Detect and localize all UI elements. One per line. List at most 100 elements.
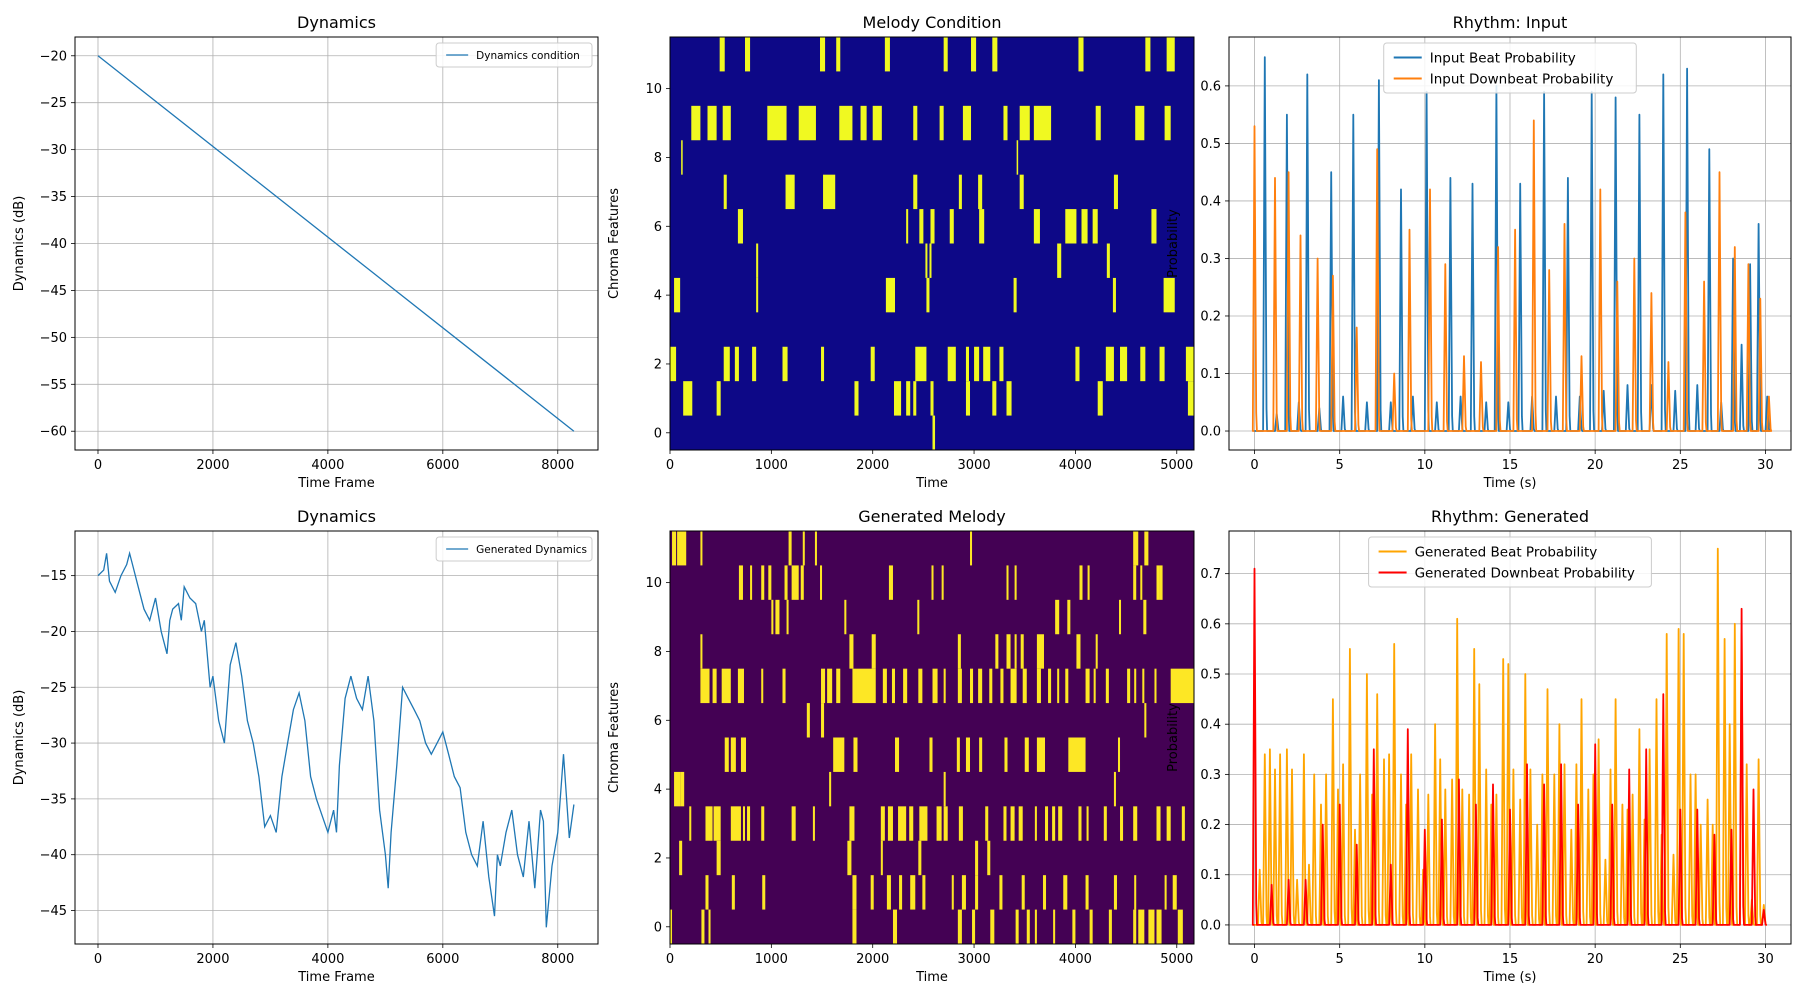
heatmap-cell [971, 37, 977, 72]
heatmap-cell [784, 565, 788, 600]
heatmap-cell [1018, 806, 1023, 841]
axes-0: 0 2000 4000 6000 8000 −20 −25 −30 −35 −40 −45 −50 −5… [12, 13, 599, 491]
x-tick-label: 25 [1672, 458, 1689, 473]
x-tick-label: 8000 [541, 458, 574, 473]
heatmap-cell [856, 668, 876, 704]
heatmap-cell [701, 909, 705, 944]
heatmap-cell [918, 668, 923, 704]
heatmap-cell [872, 105, 882, 141]
heatmap-cell [1089, 909, 1093, 944]
heatmap-cell [852, 875, 857, 910]
x-tick-label: 2000 [856, 458, 889, 473]
heatmap-cell [919, 806, 928, 841]
heatmap-cell [1045, 806, 1049, 841]
heatmap-cell [1138, 909, 1145, 944]
heatmap-cell [1133, 531, 1139, 566]
y-tick-label: −50 [40, 331, 67, 346]
y-axis-label: Probability [1166, 209, 1181, 278]
heatmap-cell [700, 668, 710, 704]
heatmap-cell [1003, 105, 1008, 141]
y-tick-label: −25 [40, 96, 67, 111]
axes-frame [74, 530, 599, 945]
heatmap-cell [1164, 875, 1167, 910]
heatmap-cell [788, 531, 792, 566]
heatmap-cell [909, 806, 914, 841]
heatmap-cell [852, 909, 857, 944]
heatmap-cell [1000, 668, 1004, 704]
heatmap-cell [712, 668, 717, 704]
heatmap-cell [1004, 737, 1008, 772]
heatmap-cell [1143, 599, 1147, 635]
heatmap-cell [1118, 599, 1122, 635]
heatmap-cell [929, 243, 932, 278]
heatmap-cell [1185, 346, 1194, 382]
axes-1: 0 1000 2000 3000 4000 5000 0 2 4 6 8 10 Melody Condi… [607, 13, 1195, 491]
heatmap-cell [978, 668, 983, 704]
heatmap-cell [821, 703, 825, 738]
heatmap-cell [847, 840, 852, 876]
y-tick-label: −20 [40, 625, 67, 640]
heatmap-cell [886, 875, 891, 910]
y-axis-label: Dynamics (dB) [12, 196, 27, 292]
y-tick-label: −45 [40, 284, 67, 299]
heatmap-cell [1019, 105, 1030, 141]
heatmap-cell [1113, 875, 1117, 910]
heatmap-cell [919, 209, 924, 244]
y-tick-label: 0.3 [1200, 768, 1221, 783]
heatmap-cell [768, 565, 772, 600]
heatmap-cell [852, 668, 857, 704]
x-tick-label: 0 [1250, 458, 1258, 473]
x-tick-label: 25 [1672, 952, 1689, 967]
heatmap-cell [1093, 668, 1096, 704]
heatmap-cell [1034, 909, 1037, 944]
legend-label: Dynamics condition [476, 50, 580, 62]
heatmap-cell [1113, 174, 1118, 210]
y-tick-label: 0.4 [1200, 194, 1221, 209]
x-tick-label: 0 [94, 458, 102, 473]
heatmap-cell [1166, 806, 1171, 841]
legend-label: Generated Dynamics [476, 544, 587, 556]
y-tick-label: 10 [645, 576, 662, 591]
heatmap-cell [836, 37, 841, 72]
heatmap-cell [1086, 806, 1089, 841]
heatmap-cell [1065, 209, 1077, 244]
y-axis-label: Chroma Features [607, 682, 622, 793]
heatmap-cell [752, 346, 757, 382]
heatmap-cell [951, 875, 954, 910]
y-tick-label: −45 [40, 904, 67, 919]
heatmap-cell [1163, 277, 1175, 313]
heatmap-cell [737, 209, 743, 244]
heatmap-cell [932, 668, 938, 704]
y-tick-label: 0.5 [1200, 137, 1221, 152]
heatmap-cell [1105, 346, 1114, 382]
heatmap-cell [1016, 140, 1019, 175]
heatmap-cell [975, 875, 979, 910]
heatmap-cell [734, 346, 739, 382]
heatmap-cell [1154, 668, 1157, 704]
x-tick-label: 10 [1417, 458, 1434, 473]
heatmap-cell [713, 806, 721, 841]
heatmap-cell [899, 875, 903, 910]
y-tick-label: 6 [654, 220, 662, 235]
heatmap-cell [880, 806, 885, 841]
heatmap-cell [943, 806, 948, 841]
x-axis-label: Time Frame [297, 970, 374, 985]
heatmap-cell [1081, 737, 1086, 772]
heatmap-cell [956, 737, 960, 772]
heatmap-cell [936, 806, 942, 841]
heatmap-cell [983, 346, 991, 382]
heatmap-cell [844, 599, 847, 635]
heatmap-cell [1095, 634, 1098, 669]
legend-box [1368, 536, 1652, 588]
x-tick-label: 5 [1336, 458, 1344, 473]
heatmap-cell [724, 737, 729, 772]
y-tick-label: −60 [40, 425, 67, 440]
heatmap-cell [932, 415, 936, 450]
y-tick-label: 8 [654, 151, 662, 166]
x-tick-label: 2000 [856, 952, 889, 967]
heatmap-cell [1156, 909, 1162, 944]
heatmap-cell [814, 531, 817, 566]
heatmap-cell [677, 531, 687, 566]
heatmap-cell [1019, 174, 1024, 210]
heatmap-cell [957, 909, 962, 944]
